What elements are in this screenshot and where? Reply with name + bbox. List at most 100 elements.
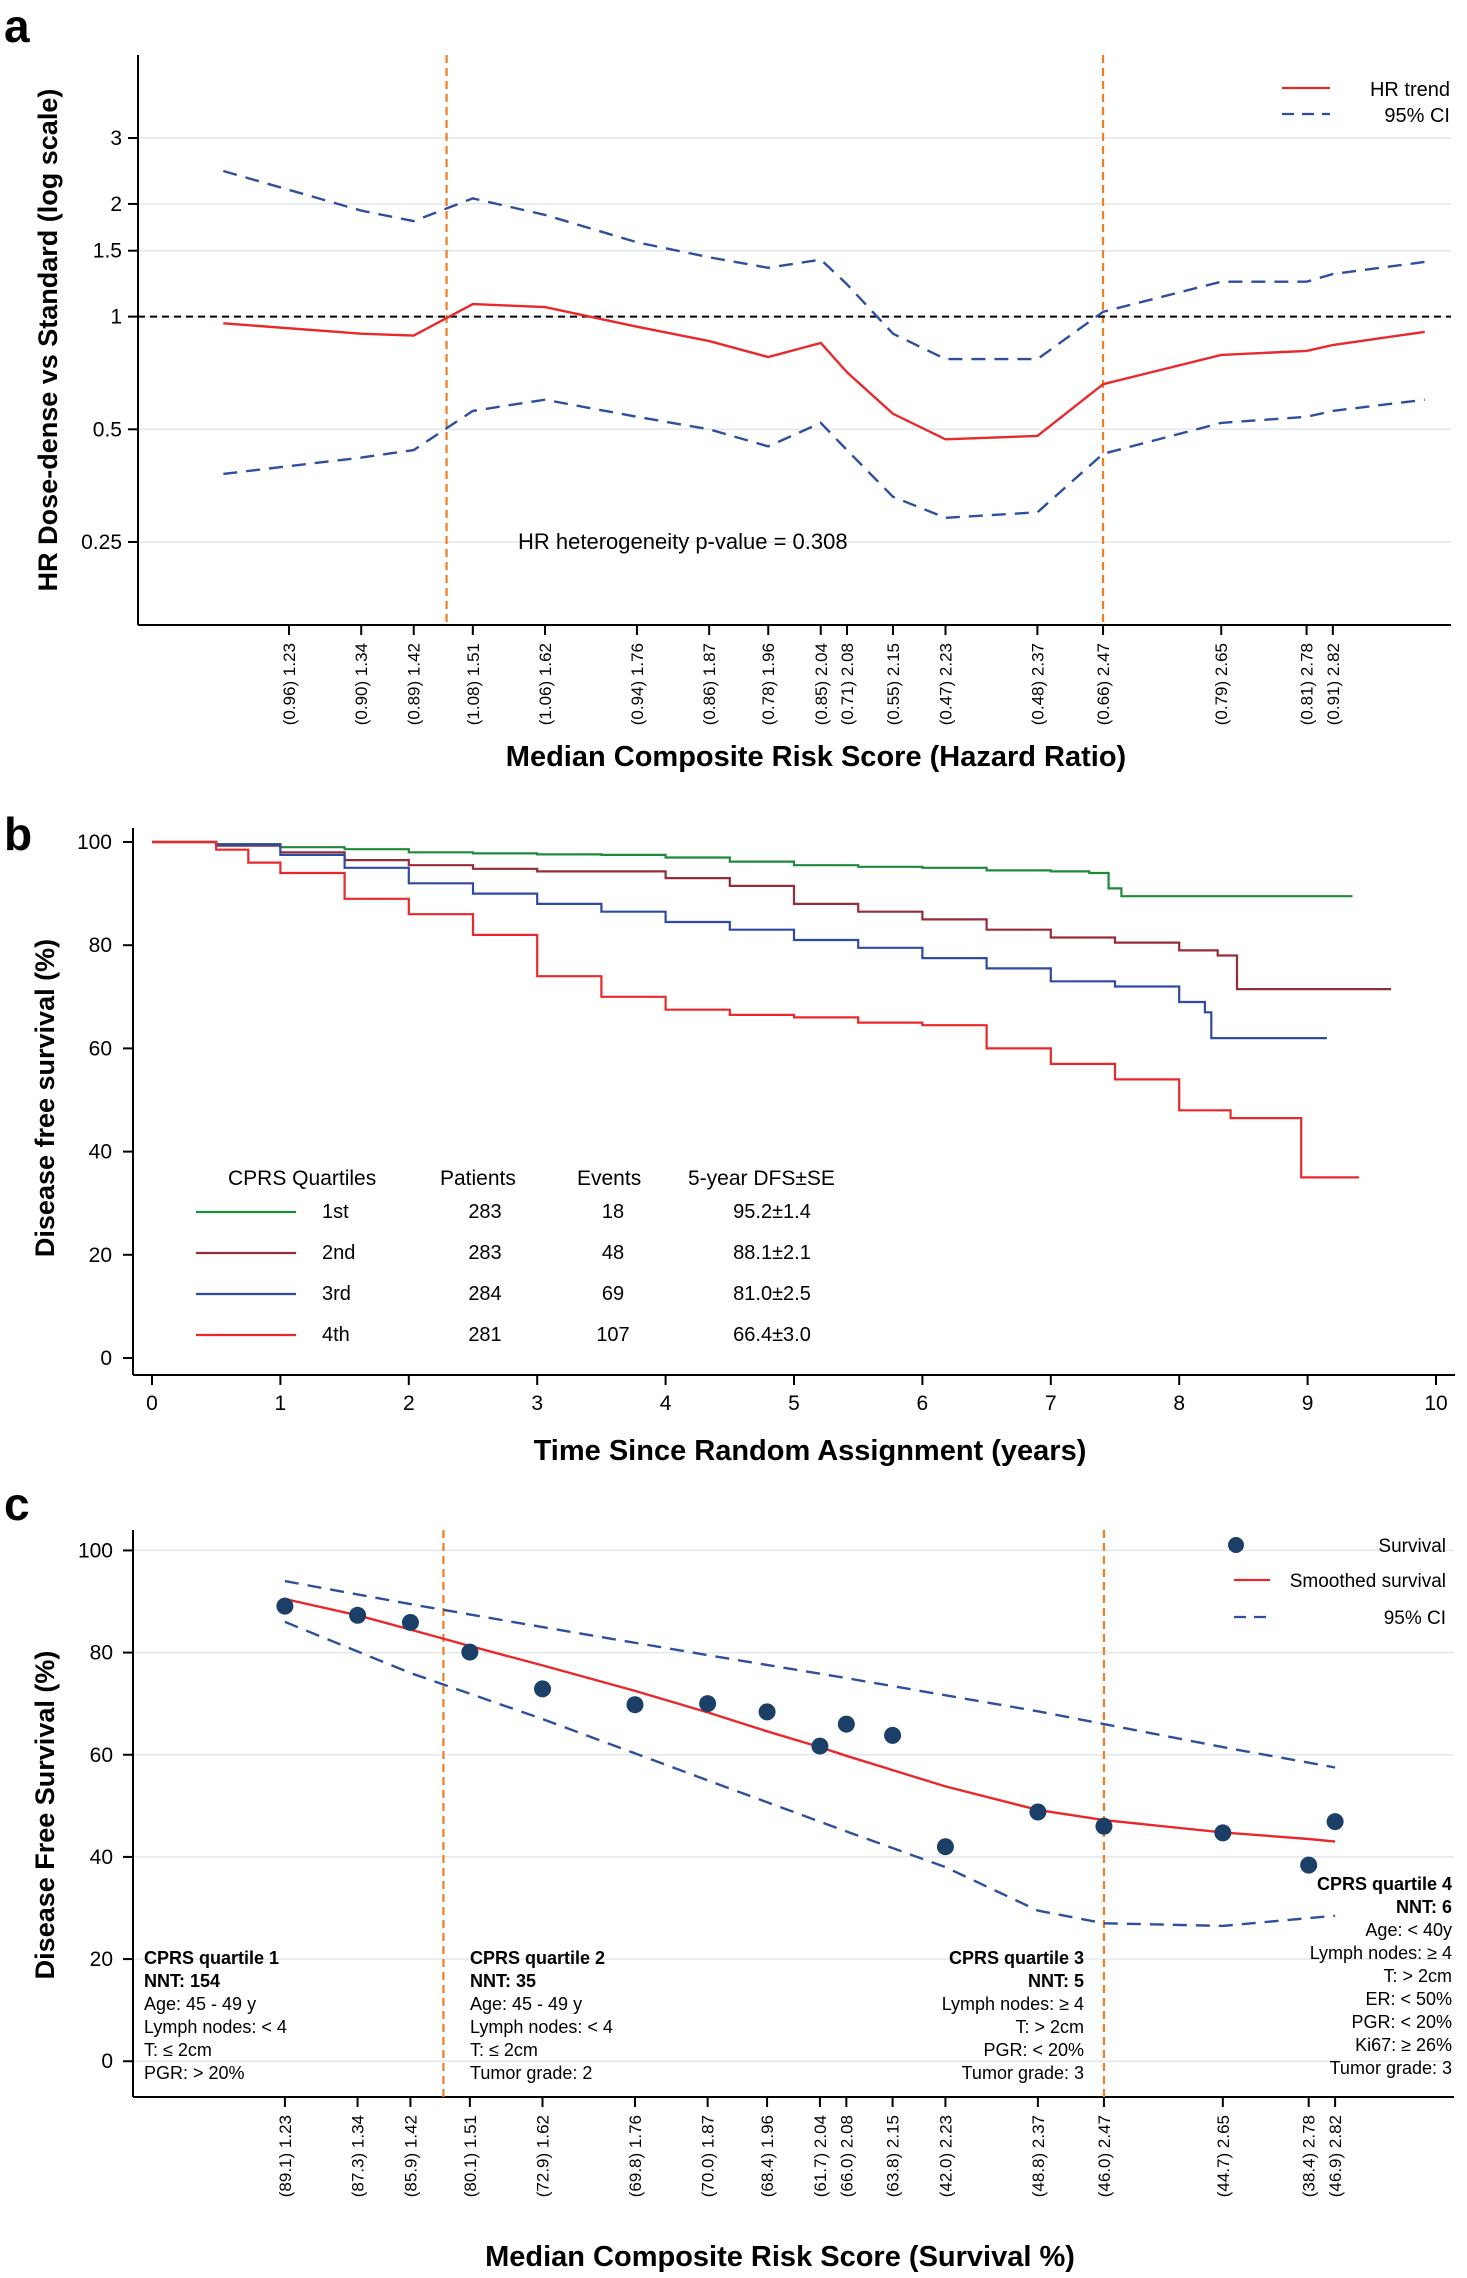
km-curve-1st bbox=[152, 840, 1353, 898]
survival-point bbox=[276, 1597, 294, 1615]
panel-b-y-tick-label: 40 bbox=[89, 1141, 112, 1164]
panel-c-y-tick-label: 80 bbox=[90, 1642, 113, 1665]
panel-b-x-tick-label: 2 bbox=[403, 1392, 415, 1415]
panel-c-x-tick-label: (42.0) 2.23 bbox=[936, 2115, 955, 2197]
ci-upper-line bbox=[222, 169, 1425, 361]
panel-b-x-tick-label: 5 bbox=[788, 1392, 800, 1415]
panel-a-y-tick-label: 1.5 bbox=[93, 240, 122, 263]
survival-point bbox=[1300, 1856, 1318, 1874]
panel-b-y-tick-label: 60 bbox=[89, 1037, 112, 1060]
panel-b-y-tick-label: 100 bbox=[77, 831, 112, 854]
km-curve-2nd bbox=[152, 840, 1392, 991]
panel-a-x-tick-label: (0.85) 2.04 bbox=[812, 643, 831, 725]
panel-c-x-tick-label: (70.0) 1.87 bbox=[699, 2115, 718, 2197]
panel-c-x-tick-label: (68.4) 1.96 bbox=[758, 2115, 777, 2197]
legend-survival-dot bbox=[1228, 1537, 1244, 1553]
quartile-note-line: T: ≤ 2cm bbox=[470, 2040, 538, 2060]
panel-c-x-tick-label: (48.8) 2.37 bbox=[1029, 2115, 1048, 2197]
km-curve-3rd bbox=[152, 840, 1327, 1040]
panel-a-y-tick-label: 0.25 bbox=[81, 531, 122, 554]
quartile-note-line: PGR: > 20% bbox=[144, 2063, 245, 2083]
panel-b-x-tick-label: 1 bbox=[275, 1392, 287, 1415]
panel-c-x-tick-label: (38.4) 2.78 bbox=[1300, 2115, 1319, 2197]
survival-point bbox=[401, 1613, 419, 1631]
risk-table-patients: 284 bbox=[468, 1283, 501, 1305]
panel-a-x-tick-label: (0.78) 1.96 bbox=[759, 643, 778, 725]
risk-table-patients: 281 bbox=[468, 1324, 501, 1346]
ci-lower-line bbox=[223, 398, 1425, 520]
risk-table-events: 107 bbox=[596, 1324, 629, 1346]
ci-upper-line bbox=[284, 1579, 1336, 1769]
panel-a-x-tick-label: (0.47) 2.23 bbox=[936, 643, 955, 725]
panel-c-y-ticks: 0 20 40 60 80 100 bbox=[78, 1539, 133, 2073]
panel-a-annotation: HR heterogeneity p-value = 0.308 bbox=[518, 529, 848, 554]
risk-table-header-dfs: 5-year DFS±SE bbox=[688, 1167, 835, 1190]
panel-a-x-tick-label: (1.08) 1.51 bbox=[464, 643, 483, 725]
risk-table-quartile: 2nd bbox=[322, 1242, 355, 1264]
survival-point bbox=[626, 1696, 644, 1714]
survival-point bbox=[349, 1606, 367, 1624]
panel-a-x-label: Median Composite Risk Score (Hazard Rati… bbox=[506, 741, 1126, 773]
survival-point bbox=[811, 1737, 829, 1755]
panel-c-x-tick-label: (80.1) 1.51 bbox=[461, 2115, 480, 2197]
panel-c-x-tick-label: (87.3) 1.34 bbox=[349, 2115, 368, 2197]
hr-trend-line bbox=[223, 302, 1425, 441]
panel-b-y-ticks: 0 20 40 60 80 100 bbox=[77, 831, 133, 1370]
panel-b-x-tick-label: 6 bbox=[917, 1392, 929, 1415]
panel-a-series bbox=[138, 55, 1451, 625]
panel-a-x-tick-label: (0.89) 1.42 bbox=[405, 643, 424, 725]
risk-table-patients: 283 bbox=[468, 1201, 501, 1223]
panel-a-x-tick-label: (0.86) 1.87 bbox=[700, 643, 719, 725]
survival-point bbox=[461, 1643, 479, 1661]
panel-a-x-ticks: (0.96) 1.23 (0.90) 1.34 (0.89) 1.42 (1.08) … bbox=[280, 625, 1343, 725]
ci-lower-line bbox=[284, 1620, 1336, 1928]
legend-hr-trend-label: HR trend bbox=[1370, 79, 1450, 101]
panel-c-x-tick-label: (63.8) 2.15 bbox=[884, 2115, 903, 2197]
panel-b-x-tick-label: 7 bbox=[1045, 1392, 1057, 1415]
panel-c-x-ticks: (89.1) 1.23 (87.3) 1.34 (85.9) 1.42 (80.1) … bbox=[276, 2097, 1345, 2197]
panel-a-x-tick-label: (0.94) 1.76 bbox=[628, 643, 647, 725]
survival-point bbox=[837, 1715, 855, 1733]
panel-a-x-tick-label: (0.79) 2.65 bbox=[1212, 643, 1231, 725]
survival-point bbox=[884, 1726, 902, 1744]
risk-table-header-events: Events bbox=[577, 1167, 641, 1190]
panel-b-x-tick-label: 0 bbox=[146, 1392, 158, 1415]
panel-c-x-tick-label: (46.9) 2.82 bbox=[1326, 2115, 1345, 2197]
panel-b-x-ticks: 0 1 2 3 4 5 6 7 8 9 10 bbox=[146, 1375, 1448, 1415]
quartile-note-line: Ki67: ≥ 26% bbox=[1355, 2035, 1452, 2055]
panel-b-x-tick-label: 3 bbox=[531, 1392, 543, 1415]
quartile-note-line: Tumor grade: 3 bbox=[962, 2063, 1084, 2083]
panel-b-x-tick-label: 9 bbox=[1302, 1392, 1314, 1415]
risk-table: CPRS Quartiles Patients Events 5-year DF… bbox=[196, 1167, 835, 1346]
panel-b-series bbox=[152, 840, 1392, 1179]
quartile-note-title: CPRS quartile 3 bbox=[949, 1948, 1084, 1968]
panel-a-chart: 3 2 1.5 1 0.5 0.25 (0.96) 1.23 (0.90) 1.34 (0.8… bbox=[33, 55, 1451, 773]
panel-c-y-tick-label: 0 bbox=[101, 2050, 113, 2073]
panel-b-x-tick-label: 8 bbox=[1173, 1392, 1185, 1415]
quartile-note-line: Age: 45 - 49 y bbox=[470, 1994, 582, 2014]
panel-a-y-tick-label: 1 bbox=[110, 306, 122, 329]
panel-c-x-tick-label: (85.9) 1.42 bbox=[401, 2115, 420, 2197]
legend-survival-label: Survival bbox=[1378, 1536, 1446, 1557]
panel-b-y-tick-label: 0 bbox=[100, 1347, 112, 1370]
survival-point bbox=[1029, 1803, 1047, 1821]
legend-smoothed-label: Smoothed survival bbox=[1290, 1571, 1446, 1592]
panel-a-x-tick-label: (0.81) 2.78 bbox=[1298, 643, 1317, 725]
quartile-note-nnt: NNT: 35 bbox=[470, 1971, 536, 1991]
quartile-note-title: CPRS quartile 1 bbox=[144, 1948, 279, 1968]
quartile-note-line: T: > 2cm bbox=[1015, 2017, 1084, 2037]
quartile-note-line: Age: < 40y bbox=[1365, 1920, 1452, 1940]
risk-table-quartile: 3rd bbox=[322, 1283, 351, 1305]
quartile-note-line: Lymph nodes: < 4 bbox=[470, 2017, 613, 2037]
survival-point bbox=[1326, 1813, 1344, 1831]
risk-table-events: 69 bbox=[602, 1283, 624, 1305]
panel-c-x-label: Median Composite Risk Score (Survival %) bbox=[485, 2241, 1075, 2273]
quartile-note-line: Lymph nodes: ≥ 4 bbox=[1310, 1943, 1452, 1963]
panel-c-x-tick-label: (46.0) 2.47 bbox=[1095, 2115, 1114, 2197]
quartile-note-nnt: NNT: 6 bbox=[1396, 1897, 1452, 1917]
survival-point bbox=[1214, 1824, 1232, 1842]
quartile-note-line: Age: 45 - 49 y bbox=[144, 1994, 256, 2014]
panel-b-x-tick-label: 4 bbox=[660, 1392, 672, 1415]
